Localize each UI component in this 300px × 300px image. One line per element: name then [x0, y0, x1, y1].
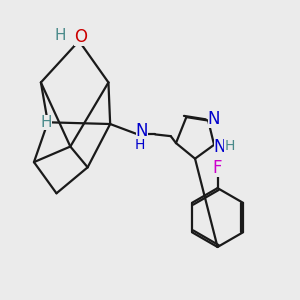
Text: H: H — [54, 28, 66, 43]
Text: N: N — [136, 122, 148, 140]
Text: O: O — [74, 28, 87, 46]
Text: H: H — [224, 139, 235, 153]
Text: H: H — [40, 115, 52, 130]
Text: N: N — [208, 110, 220, 128]
Text: N: N — [214, 137, 226, 155]
Text: H: H — [134, 138, 145, 152]
Text: F: F — [213, 159, 222, 177]
